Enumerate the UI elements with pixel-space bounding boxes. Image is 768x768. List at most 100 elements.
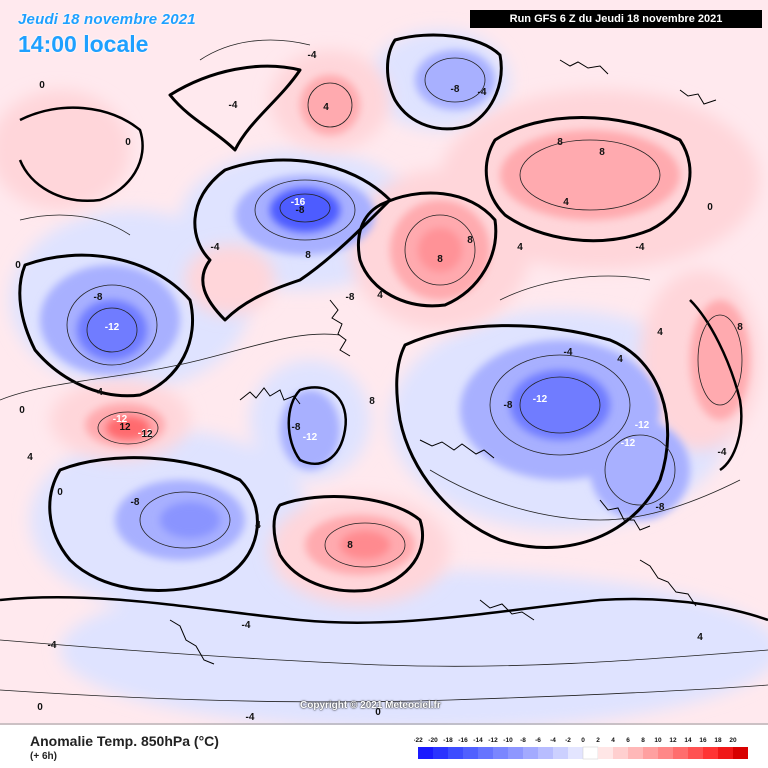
contour-label: 4: [517, 242, 523, 253]
contour-label: 12: [141, 429, 153, 440]
contour-label: -8: [504, 400, 513, 411]
scale-swatch: [538, 747, 553, 759]
contour-label: -4: [718, 447, 727, 458]
thin-contours: [0, 39, 768, 703]
color-scale-legend: -22 -20 -18 -16 -14 -12 -10 -8 -6 -4 -2 0 2 4 6 8 10 12 14…: [414, 737, 748, 760]
contour-label: -4: [229, 100, 238, 111]
contour-label: -8: [292, 422, 301, 433]
scale-tick-label: -14: [473, 737, 483, 744]
scale-swatch: [733, 747, 748, 759]
contour-label: 8: [437, 254, 443, 265]
scale-tick-label: -22: [414, 737, 423, 744]
scale-swatch: [418, 747, 433, 759]
contour-label: -8: [451, 84, 460, 95]
scale-swatch: [553, 747, 568, 759]
contour-label: 0: [57, 487, 63, 498]
contour-label: -4: [478, 87, 487, 98]
contour-label: -12: [621, 438, 636, 449]
scale-tick-label: -10: [503, 737, 513, 744]
scale-swatch: [582, 746, 599, 760]
scale-swatch: [463, 747, 478, 759]
contour-label: 4: [617, 354, 623, 365]
contour-label: -4: [211, 242, 220, 253]
contour-label: 8: [305, 250, 311, 261]
scale-tick-label: 12: [669, 737, 677, 744]
contour-label: 8: [369, 396, 375, 407]
scale-tick-label: -18: [443, 737, 453, 744]
contour-label: -8: [94, 292, 103, 303]
contour-label: 4: [377, 290, 383, 301]
field-title: Anomalie Temp. 850hPa (°C): [30, 733, 219, 749]
scale-tick-label: -4: [550, 737, 556, 744]
contour-label: 0: [15, 260, 21, 271]
scale-tick-label: 20: [729, 737, 737, 744]
contour-label: 4: [563, 197, 569, 208]
scale-swatch: [703, 747, 718, 759]
contour-label: -12: [533, 394, 548, 405]
scale-swatch: [598, 747, 613, 759]
contour-label: 0: [707, 202, 713, 213]
contour-label: 8: [467, 235, 473, 246]
contour-label: -4: [48, 640, 57, 651]
scale-swatch: [433, 747, 448, 759]
scale-tick-label: 18: [714, 737, 722, 744]
contour-label: 8: [737, 322, 743, 333]
contour-label: -8: [131, 497, 140, 508]
contour-label: 0: [125, 137, 131, 148]
contour-label: 0: [375, 707, 381, 718]
contour-label: -12: [635, 420, 650, 431]
contour-label: 12: [119, 422, 131, 433]
contour-label: 0: [39, 80, 45, 91]
scale-tick-label: -6: [535, 737, 541, 744]
scale-swatch: [658, 747, 673, 759]
forecast-date: Jeudi 18 novembre 2021: [18, 11, 196, 28]
contour-label: 4: [657, 327, 663, 338]
contour-label: -4: [242, 620, 251, 631]
contour-label: -12: [113, 414, 128, 425]
footer-bar: [0, 725, 768, 768]
contour-label: -12: [138, 428, 153, 439]
contour-label: 4: [255, 520, 261, 531]
contour-label: 0: [37, 702, 43, 713]
contour-label: -4: [308, 50, 317, 61]
contour-label: -8: [656, 502, 665, 513]
scale-swatch: [523, 747, 538, 759]
scale-tick-label: 16: [699, 737, 707, 744]
forecast-time: 14:00 locale: [18, 31, 149, 57]
contour-label: 8: [599, 147, 605, 158]
contour-label: 8: [347, 540, 353, 551]
scale-swatch: [508, 747, 523, 759]
contour-label: 8: [557, 137, 563, 148]
scale-tick-label: 8: [641, 737, 645, 744]
scale-swatch: [493, 747, 508, 759]
contour-label: -4: [564, 347, 573, 358]
coastlines: [169, 59, 717, 665]
scale-tick-label: 6: [626, 737, 630, 744]
scale-tick-label: 2: [596, 737, 600, 744]
contour-label: -4: [636, 242, 645, 253]
scale-tick-label: -2: [565, 737, 571, 744]
contour-labels: -16-12-12-12-12 -12-12-12-8-8-8-8-8-8-8-8…: [15, 50, 743, 723]
model-run-label: Run GFS 6 Z du Jeudi 18 novembre 2021: [470, 10, 762, 28]
scale-swatch: [643, 747, 658, 759]
scale-swatch: [718, 747, 733, 759]
scale-swatch: [673, 747, 688, 759]
scale-tick-label: -12: [488, 737, 498, 744]
scale-swatch: [628, 747, 643, 759]
contour-label: 4: [697, 632, 703, 643]
contour-label: 4: [323, 102, 329, 113]
copyright-text: Copyright © 2021 Meteociel.fr: [300, 700, 441, 711]
scale-swatch: [448, 747, 463, 759]
contour-label: -8: [346, 292, 355, 303]
contour-label: 4: [27, 452, 33, 463]
scale-tick-label: 4: [611, 737, 615, 744]
contour-label: -12: [303, 432, 318, 443]
scale-tick-label: 14: [684, 737, 692, 744]
temperature-anomaly-map: -16-12-12-12-12 -12-12-12-8-8-8-8-8-8-8-8…: [0, 0, 768, 725]
scale-swatch: [478, 747, 493, 759]
contour-label: 0: [19, 405, 25, 416]
scale-tick-label: -8: [520, 737, 526, 744]
contour-label: -12: [105, 322, 120, 333]
contour-label: 4: [97, 387, 103, 398]
scale-tick-label: -16: [458, 737, 468, 744]
